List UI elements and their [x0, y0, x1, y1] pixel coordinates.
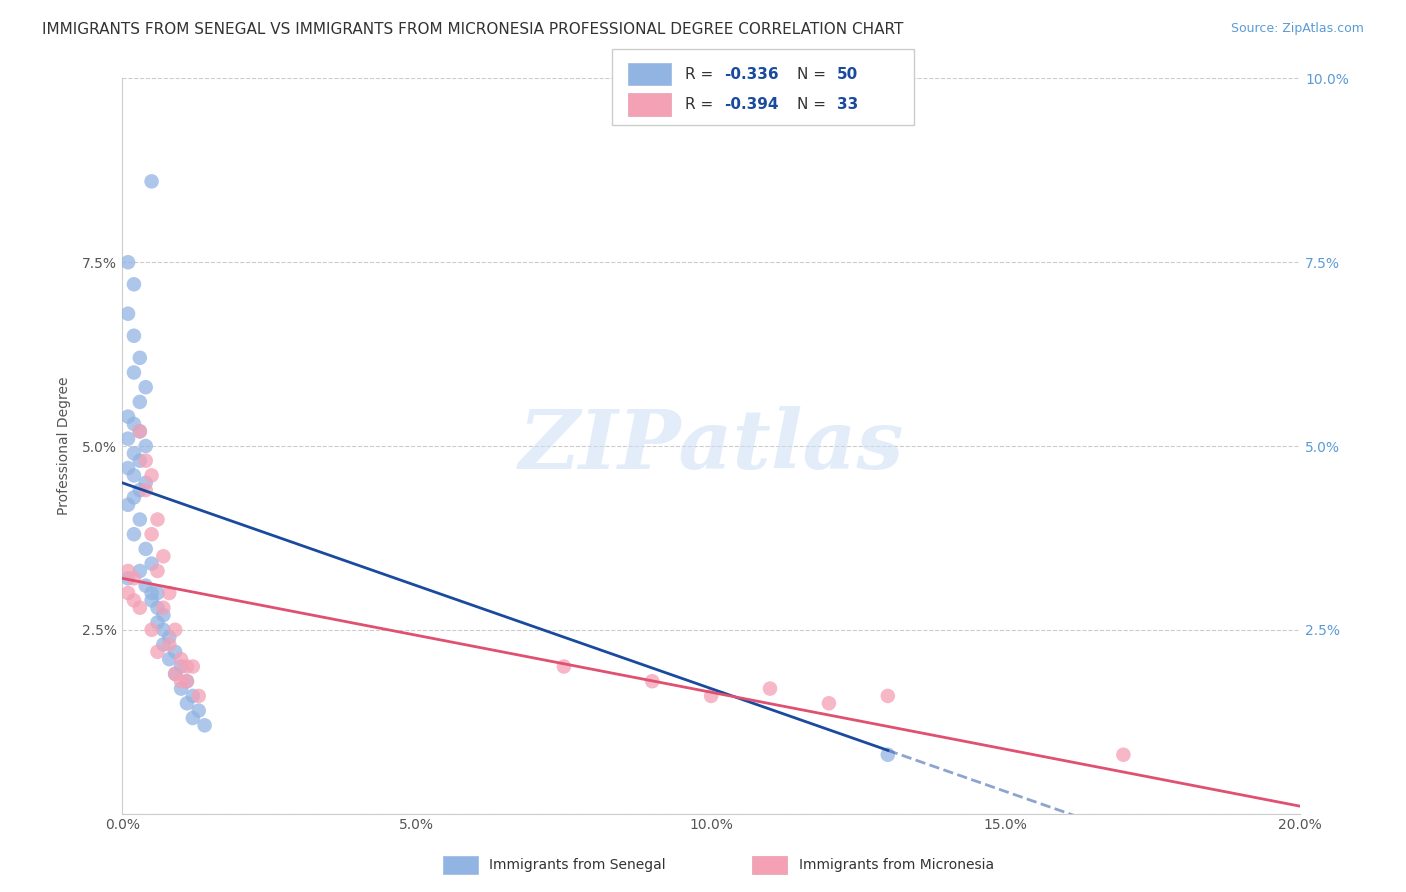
Point	[135, 453, 157, 467]
Point	[117, 461, 139, 475]
Point	[122, 277, 145, 292]
Point	[122, 468, 145, 483]
Point	[117, 564, 139, 578]
Point	[181, 711, 204, 725]
Point	[152, 638, 174, 652]
Point	[135, 439, 157, 453]
Point	[146, 645, 169, 659]
Point	[146, 600, 169, 615]
Text: -0.336: -0.336	[724, 67, 779, 81]
Point	[141, 586, 163, 600]
Point	[152, 623, 174, 637]
Point	[176, 696, 198, 710]
Point	[141, 527, 163, 541]
Point	[165, 645, 187, 659]
Point	[157, 630, 180, 644]
Point	[553, 659, 575, 673]
Point	[135, 541, 157, 556]
Text: -0.394: -0.394	[724, 97, 779, 112]
Point	[700, 689, 723, 703]
Text: 50: 50	[837, 67, 858, 81]
Text: 33: 33	[837, 97, 858, 112]
Point	[117, 498, 139, 512]
Point	[759, 681, 782, 696]
Point	[165, 623, 187, 637]
Point	[128, 453, 150, 467]
Point	[187, 704, 209, 718]
Text: R =: R =	[685, 97, 718, 112]
Point	[117, 432, 139, 446]
Point	[122, 527, 145, 541]
Point	[117, 586, 139, 600]
Point	[135, 380, 157, 394]
Point	[141, 593, 163, 607]
Point	[170, 674, 193, 689]
Text: N =: N =	[797, 97, 831, 112]
Point	[181, 659, 204, 673]
Point	[170, 681, 193, 696]
Point	[128, 600, 150, 615]
Point	[187, 689, 209, 703]
Point	[146, 615, 169, 630]
Point	[1112, 747, 1135, 762]
Text: Immigrants from Micronesia: Immigrants from Micronesia	[799, 858, 994, 872]
Point	[135, 483, 157, 497]
Point	[176, 674, 198, 689]
Point	[818, 696, 841, 710]
Point	[157, 638, 180, 652]
Point	[165, 666, 187, 681]
Text: R =: R =	[685, 67, 718, 81]
Point	[152, 600, 174, 615]
Point	[117, 571, 139, 585]
Point	[128, 351, 150, 365]
Point	[146, 586, 169, 600]
Point	[165, 666, 187, 681]
Point	[117, 255, 139, 269]
Point	[194, 718, 217, 732]
Text: N =: N =	[797, 67, 831, 81]
Point	[128, 425, 150, 439]
Point	[128, 512, 150, 526]
Point	[122, 366, 145, 380]
Point	[141, 468, 163, 483]
Point	[122, 328, 145, 343]
Point	[176, 674, 198, 689]
Point	[128, 483, 150, 497]
Text: ZIPatlas: ZIPatlas	[519, 406, 904, 486]
Point	[122, 571, 145, 585]
Point	[152, 549, 174, 564]
Point	[128, 564, 150, 578]
Text: Immigrants from Senegal: Immigrants from Senegal	[489, 858, 666, 872]
Point	[176, 659, 198, 673]
Point	[141, 557, 163, 571]
Point	[122, 491, 145, 505]
Y-axis label: Professional Degree: Professional Degree	[58, 376, 72, 516]
Point	[135, 579, 157, 593]
Point	[117, 307, 139, 321]
Text: Source: ZipAtlas.com: Source: ZipAtlas.com	[1230, 22, 1364, 36]
Point	[170, 659, 193, 673]
Point	[146, 512, 169, 526]
Point	[141, 174, 163, 188]
Point	[122, 446, 145, 460]
Point	[146, 564, 169, 578]
Point	[876, 689, 898, 703]
Point	[122, 417, 145, 431]
Point	[128, 425, 150, 439]
Point	[128, 395, 150, 409]
Point	[876, 747, 898, 762]
Point	[122, 593, 145, 607]
Point	[170, 652, 193, 666]
Point	[117, 409, 139, 424]
Point	[157, 586, 180, 600]
Point	[141, 623, 163, 637]
Point	[641, 674, 664, 689]
Point	[152, 608, 174, 623]
Text: IMMIGRANTS FROM SENEGAL VS IMMIGRANTS FROM MICRONESIA PROFESSIONAL DEGREE CORREL: IMMIGRANTS FROM SENEGAL VS IMMIGRANTS FR…	[42, 22, 904, 37]
Point	[135, 475, 157, 490]
Point	[157, 652, 180, 666]
Point	[181, 689, 204, 703]
